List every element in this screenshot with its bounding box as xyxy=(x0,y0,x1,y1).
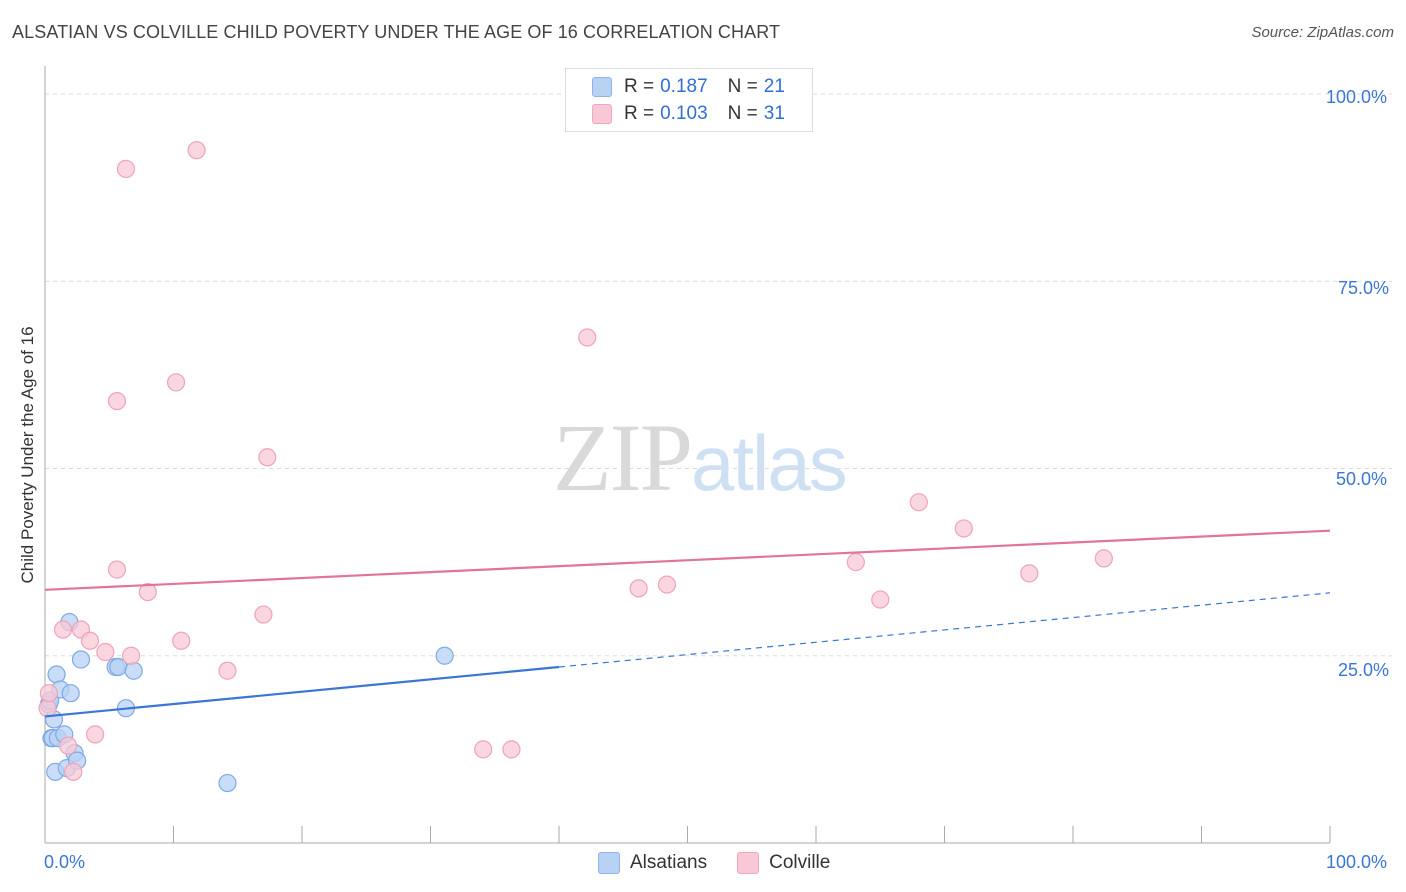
point-colville xyxy=(86,725,105,744)
trendline-colville xyxy=(44,529,1331,591)
point-colville xyxy=(116,159,136,178)
legend-r-label: R = xyxy=(624,76,655,97)
point-colville xyxy=(258,448,277,467)
watermark-atlas: atlas xyxy=(691,419,848,507)
trendline-alsatians xyxy=(44,665,560,718)
point-colville xyxy=(59,736,78,755)
point-colville xyxy=(657,575,677,594)
series-swatch-blue xyxy=(598,852,620,874)
point-colville xyxy=(39,684,58,703)
point-colville xyxy=(846,553,865,572)
legend-row-colville: R = 0.103 N = 31 xyxy=(592,102,785,126)
point-colville xyxy=(1094,549,1113,568)
point-colville xyxy=(629,579,648,598)
legend-row-alsatians: R = 0.187 N = 21 xyxy=(592,75,785,99)
legend-n-label: N = xyxy=(727,103,758,124)
point-colville xyxy=(38,699,57,718)
legend-n-value: 31 xyxy=(763,103,785,124)
point-colville xyxy=(474,740,493,759)
point-alsatians xyxy=(61,684,80,703)
series-label-alsatians: Alsatians xyxy=(630,852,708,873)
series-legend: Alsatians Colville xyxy=(598,852,860,874)
legend-n-label: N = xyxy=(727,76,758,97)
point-colville xyxy=(254,605,273,624)
point-colville xyxy=(107,391,127,411)
series-swatch-pink xyxy=(737,852,760,874)
point-colville xyxy=(166,373,186,392)
point-colville xyxy=(64,762,83,781)
trendline-extension-alsatians xyxy=(558,592,1331,668)
watermark: ZIPatlas xyxy=(553,402,848,513)
y-tick-100: 100.0% xyxy=(1326,87,1388,107)
y-tick-25: 25.0% xyxy=(1338,660,1390,680)
point-alsatians xyxy=(124,661,143,680)
point-colville xyxy=(909,493,928,512)
point-colville xyxy=(121,646,141,665)
stats-legend: R = 0.187 N = 21 R = 0.103 N = 31 xyxy=(565,68,813,132)
point-colville xyxy=(871,590,890,609)
watermark-zip: ZIP xyxy=(553,404,693,511)
point-colville xyxy=(138,582,157,602)
y-axis-label-wrap: Child Poverty Under the Age of 16 xyxy=(16,80,40,830)
point-colville xyxy=(502,740,521,759)
point-alsatians xyxy=(71,650,91,669)
legend-n-value: 21 xyxy=(763,76,785,97)
y-tick-50: 50.0% xyxy=(1336,469,1388,489)
point-alsatians xyxy=(47,665,66,684)
point-colville xyxy=(172,631,191,650)
point-alsatians xyxy=(218,773,237,793)
series-label-colville: Colville xyxy=(769,852,831,873)
point-colville xyxy=(954,519,973,538)
x-axis-min-label: 0.0% xyxy=(44,852,86,872)
point-colville xyxy=(578,328,597,347)
point-colville xyxy=(187,141,206,160)
point-colville xyxy=(53,620,73,639)
y-tick-75: 75.0% xyxy=(1338,278,1390,298)
point-colville xyxy=(218,661,237,680)
source-label: Source: ZipAtlas.com xyxy=(1251,24,1394,41)
point-alsatians xyxy=(435,646,454,665)
legend-r-label: R = xyxy=(624,103,655,124)
legend-swatch-pink xyxy=(592,104,612,124)
point-colville xyxy=(80,631,100,650)
chart-title: ALSATIAN VS COLVILLE CHILD POVERTY UNDER… xyxy=(12,22,781,42)
x-axis-max-label: 100.0% xyxy=(1326,852,1388,872)
legend-r-value: 0.187 xyxy=(660,76,708,97)
legend-swatch-blue xyxy=(592,77,612,97)
point-colville xyxy=(107,560,127,579)
series-legend-alsatians: Alsatians xyxy=(598,852,707,874)
legend-r-value: 0.103 xyxy=(660,103,708,124)
point-colville xyxy=(1020,564,1039,583)
y-axis-label: Child Poverty Under the Age of 16 xyxy=(18,326,37,584)
point-colville xyxy=(96,642,115,662)
series-legend-colville: Colville xyxy=(737,852,830,874)
